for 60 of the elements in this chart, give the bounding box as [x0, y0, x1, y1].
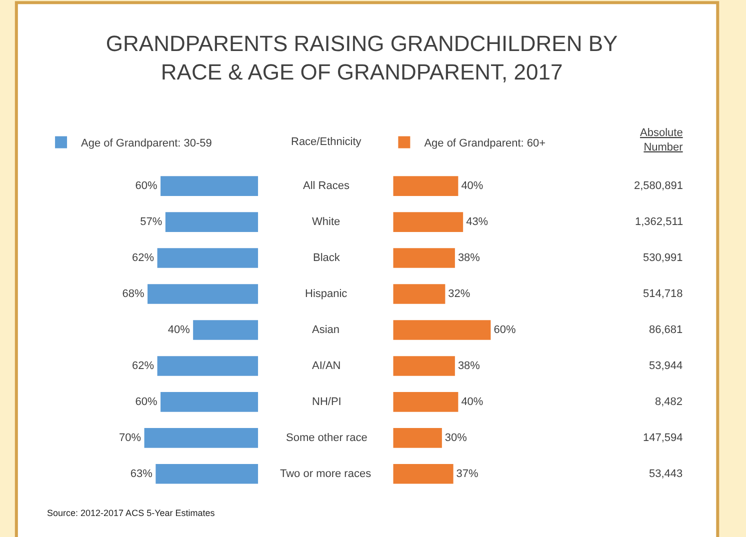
bar: [160, 392, 258, 412]
data-label: 32%: [448, 288, 470, 300]
text: Absolute Number: [640, 127, 684, 154]
data-label: 63%: [130, 468, 153, 480]
text: 514,718: [643, 288, 683, 300]
data-label: 60%: [135, 396, 158, 408]
category-label: Asian: [312, 324, 340, 336]
data-label: 68%: [122, 288, 145, 300]
data-label: 60%: [494, 324, 516, 336]
bar: [393, 356, 455, 376]
bar: [393, 464, 454, 484]
text: 86,681: [649, 324, 683, 336]
bar: [393, 176, 458, 196]
bar: [160, 176, 258, 196]
bar: [393, 392, 458, 412]
bar: [393, 248, 455, 268]
bar: [144, 428, 258, 448]
source-note: Source: 2012-2017 ACS 5-Year Estimates: [47, 508, 216, 518]
data-label: 57%: [140, 216, 162, 228]
category-label: White: [312, 216, 340, 228]
data-label: 38%: [458, 360, 480, 372]
category-label: Black: [313, 252, 340, 264]
category-label: Some other race: [286, 432, 368, 444]
text: 530,991: [643, 252, 683, 264]
bar: [165, 212, 258, 232]
legend-label: Age of Grandparent: 60+: [424, 138, 546, 150]
data-label: 30%: [444, 432, 468, 444]
data-label: 62%: [132, 360, 154, 372]
data-label: 37%: [456, 468, 479, 480]
data-label: 38%: [458, 252, 480, 264]
data-label: 40%: [461, 396, 484, 408]
data-label: 43%: [466, 216, 488, 228]
bar: [193, 320, 258, 340]
category-label: NH/PI: [312, 396, 342, 408]
text: 53,443: [649, 468, 683, 480]
category-label: All Races: [303, 180, 350, 192]
category-label: Two or more races: [280, 468, 372, 480]
text: 8,482: [655, 396, 683, 408]
data-label: 40%: [168, 324, 190, 336]
text: 1,362,511: [635, 216, 684, 228]
text: GRANDPARENTS RAISING GRANDCHILDREN BY RACE & AGE OF GRANDPARENT, 2017: [106, 31, 618, 85]
text: 2,580,891: [634, 180, 683, 192]
data-label: 40%: [461, 180, 484, 192]
legend-label: Age of Grandparent: 30-59: [81, 138, 212, 150]
bar: [393, 428, 442, 448]
text: 53,944: [649, 360, 683, 372]
bar: [393, 320, 491, 340]
category-label: Hispanic: [305, 288, 348, 300]
bar: [148, 284, 258, 304]
data-label: 60%: [135, 180, 158, 192]
y-axis-title: Race/Ethnicity: [291, 136, 362, 148]
text: 147,594: [643, 432, 683, 444]
bar: [157, 356, 258, 376]
data-label: 62%: [132, 252, 154, 264]
bar: [393, 284, 446, 304]
data-label: 70%: [119, 432, 142, 444]
bar: [156, 464, 258, 484]
category-label: AI/AN: [312, 360, 341, 372]
bar: [157, 248, 258, 268]
bar: [393, 212, 464, 232]
